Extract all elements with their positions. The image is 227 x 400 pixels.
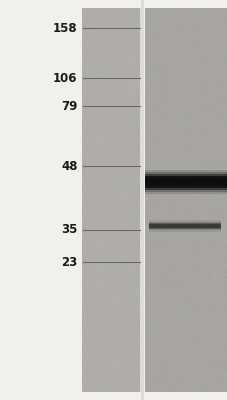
Bar (145, 170, 227, 194)
Text: 106: 106 (53, 72, 77, 84)
Bar (149, 223, 220, 229)
Text: 23: 23 (61, 256, 77, 268)
Text: 35: 35 (61, 224, 77, 236)
Bar (82, 8, 140, 392)
Bar (149, 222, 220, 230)
Bar (145, 178, 227, 186)
Bar (149, 224, 220, 228)
Bar (145, 172, 227, 192)
Bar (149, 220, 220, 232)
Text: 158: 158 (53, 22, 77, 34)
Text: 48: 48 (61, 160, 77, 172)
Bar (145, 176, 227, 188)
Bar (145, 174, 227, 190)
Bar (144, 8, 227, 392)
Text: 79: 79 (61, 100, 77, 112)
